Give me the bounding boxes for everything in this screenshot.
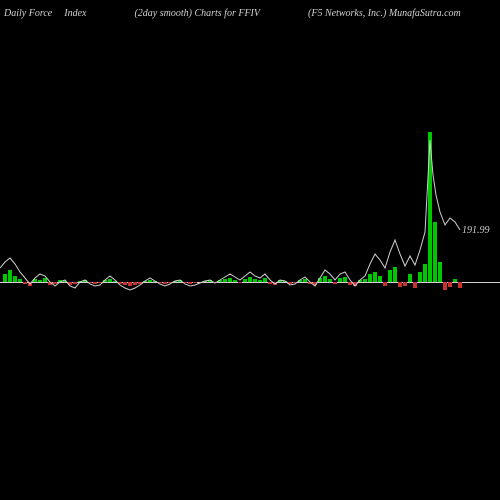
chart-area: 191.99	[0, 0, 500, 500]
current-price-label: 191.99	[462, 225, 490, 236]
price-line-path	[0, 140, 460, 290]
price-line-overlay	[0, 0, 500, 500]
